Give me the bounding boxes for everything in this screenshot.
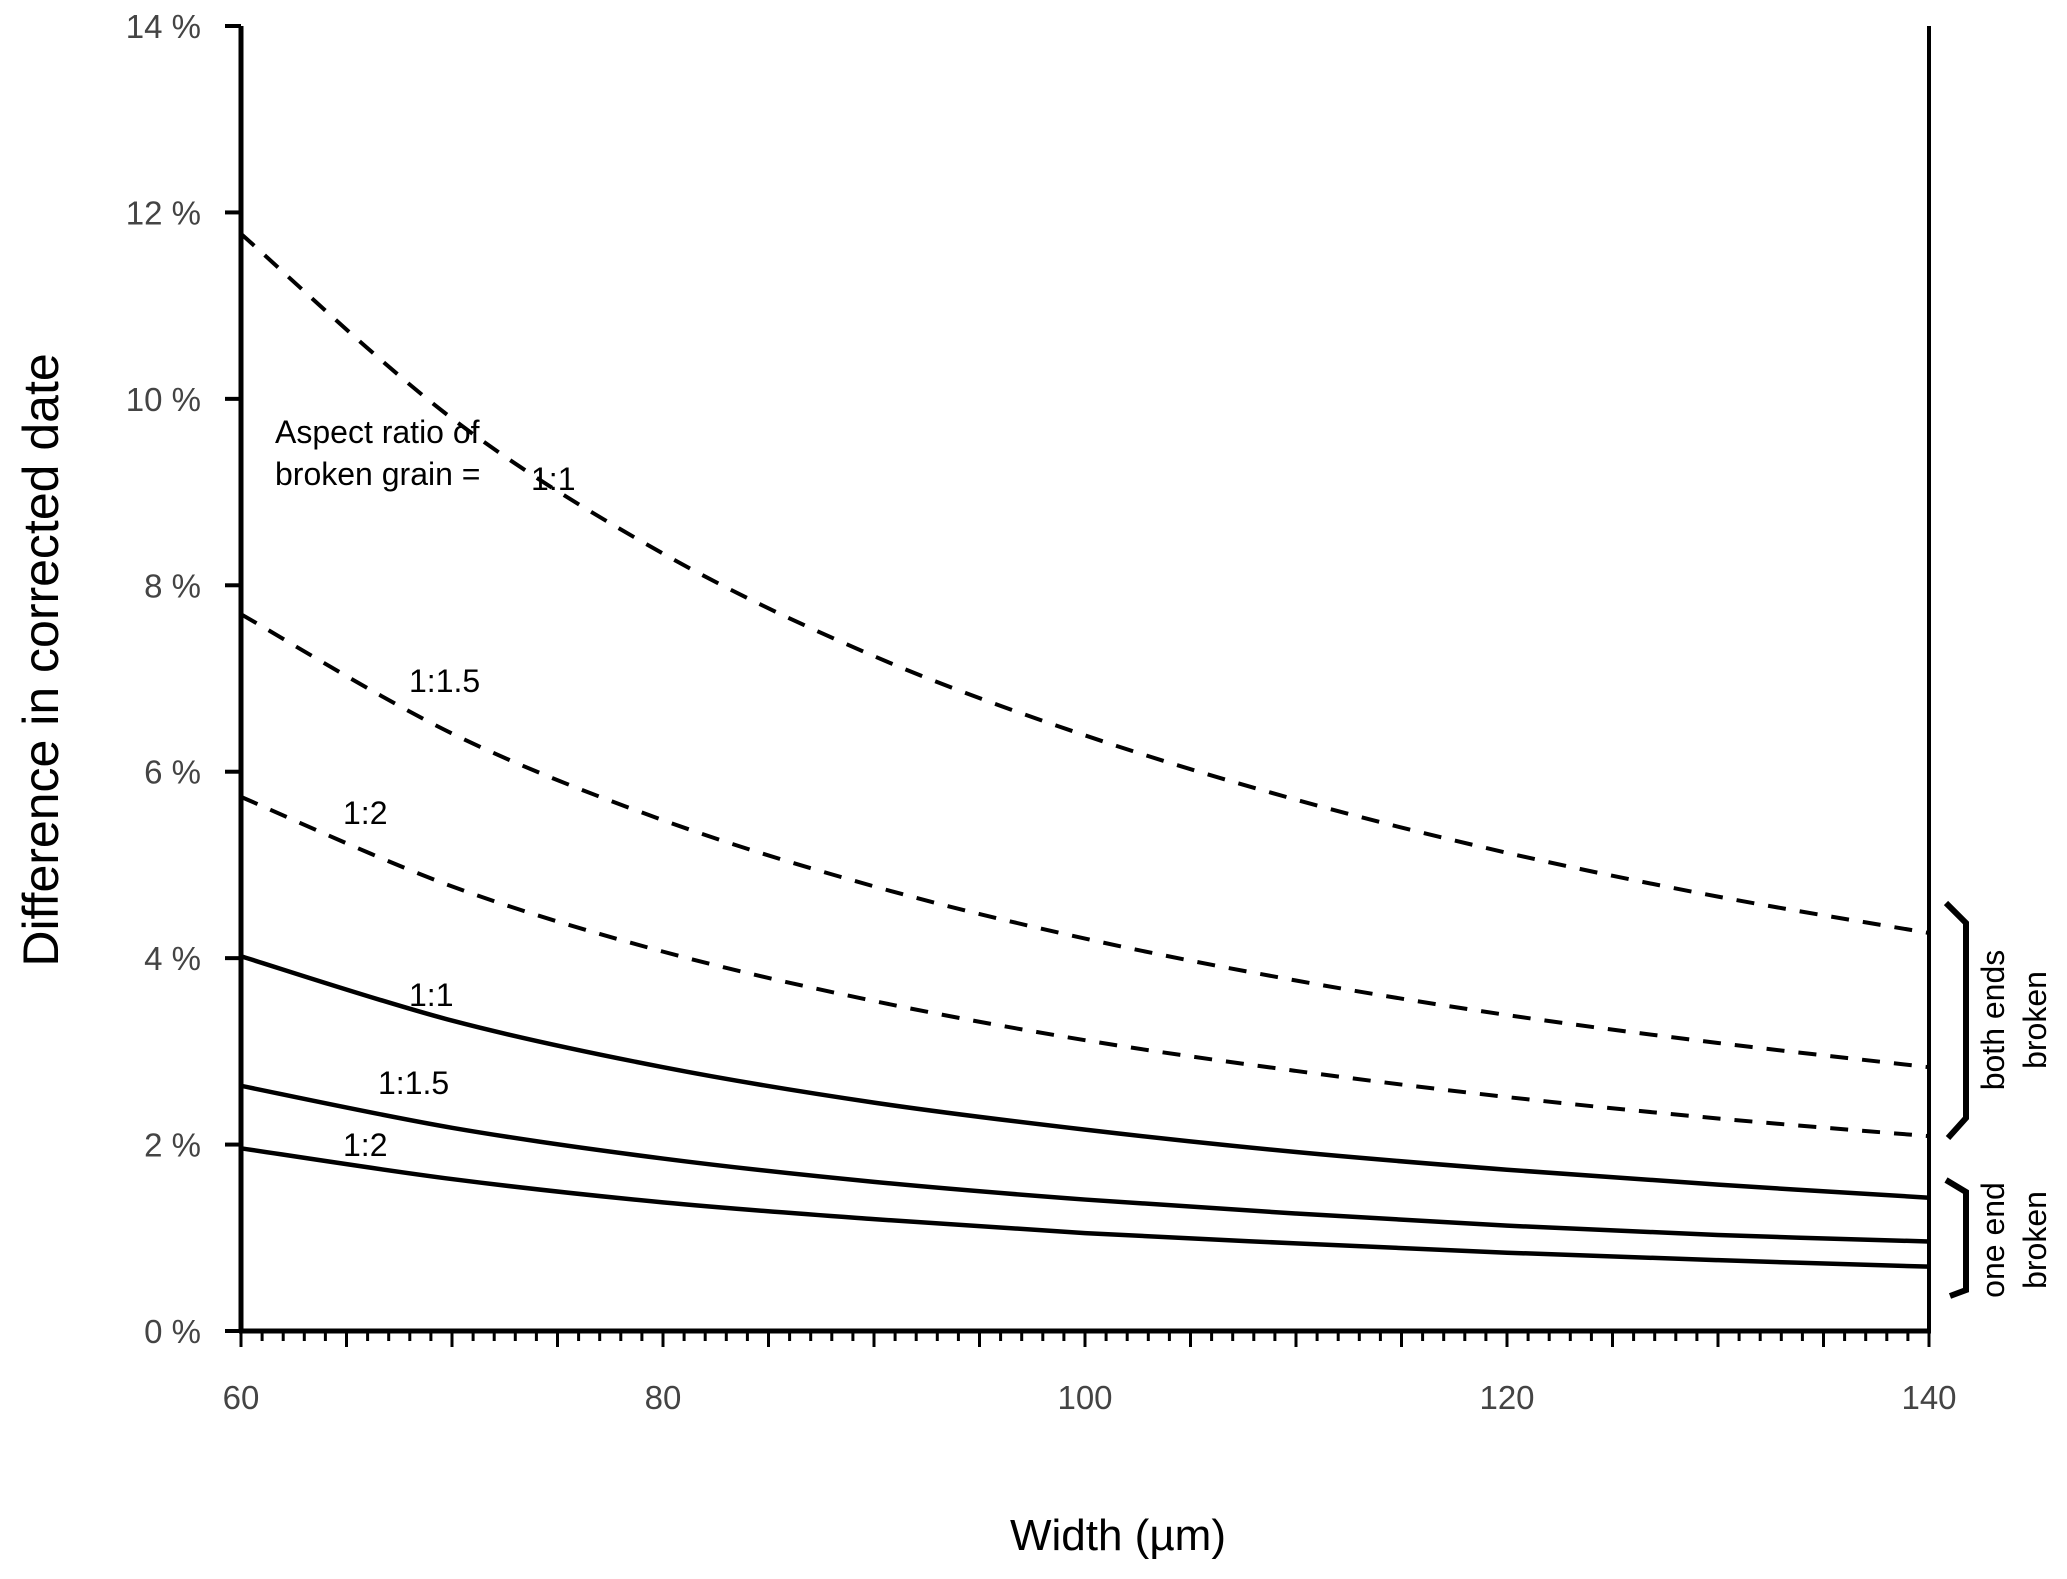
x-tick-label: 140 [1901,1379,1956,1416]
y-tick-label: 0 % [144,1313,201,1350]
y-tick-label: 6 % [144,754,201,791]
bracket-one-end [1944,1177,1969,1299]
series-line-both-ends-broken-1-1.5 [240,612,1930,1070]
series-label-dashed-1-2: 1:2 [343,795,387,831]
annotation-one-end-line1: one end [1975,1182,2011,1298]
y-tick-label: 2 % [144,1127,201,1164]
series-line-both-ends-broken-1-1 [239,232,1930,935]
series-line-both-ends-broken-1-2 [240,795,1930,1139]
x-tick-label: 100 [1057,1379,1112,1416]
series-line-one-end-broken-1-2 [240,1146,1930,1269]
y-tick-label: 14 % [126,8,201,45]
x-tick-label: 60 [223,1379,260,1416]
annotation-aspect-ratio-line2: broken grain = [275,456,480,492]
x-axis-title: Width (µm) [1010,1511,1226,1560]
series-label-dashed-1-1.5: 1:1.5 [409,663,480,699]
series-label-dashed-1-1: 1:1 [531,461,575,497]
annotation-both-ends-line1: both ends [1975,950,2011,1091]
bracket-both-ends [1943,900,1969,1141]
annotation-aspect-ratio-line1: Aspect ratio of [275,414,480,450]
axes: 0 % 2 % 4 % 6 % 8 % 10 % 12 % 14 % 60 80 100 120 140 [126,8,1957,1416]
y-tick-label: 4 % [144,940,201,977]
y-tick-label: 8 % [144,567,201,604]
annotation-both-ends-line2: broken [2017,971,2053,1069]
labels-group: Difference in corrected date Width (µm) … [13,353,2053,1560]
series-line-one-end-broken-1-1.5 [240,1083,1930,1244]
x-tick-label: 80 [645,1379,682,1416]
y-axis-title: Difference in corrected date [13,353,69,966]
series-line-one-end-broken-1-1 [240,954,1930,1200]
x-tick-label: 120 [1479,1379,1534,1416]
series-label-solid-1-1: 1:1 [409,977,453,1013]
series-label-solid-1-2: 1:2 [343,1127,387,1163]
y-tick-label: 12 % [126,194,201,231]
annotation-one-end-line2: broken [2017,1191,2053,1289]
y-tick-label: 10 % [126,381,201,418]
series-label-solid-1-1.5: 1:1.5 [378,1065,449,1101]
series-group [239,232,1930,1269]
